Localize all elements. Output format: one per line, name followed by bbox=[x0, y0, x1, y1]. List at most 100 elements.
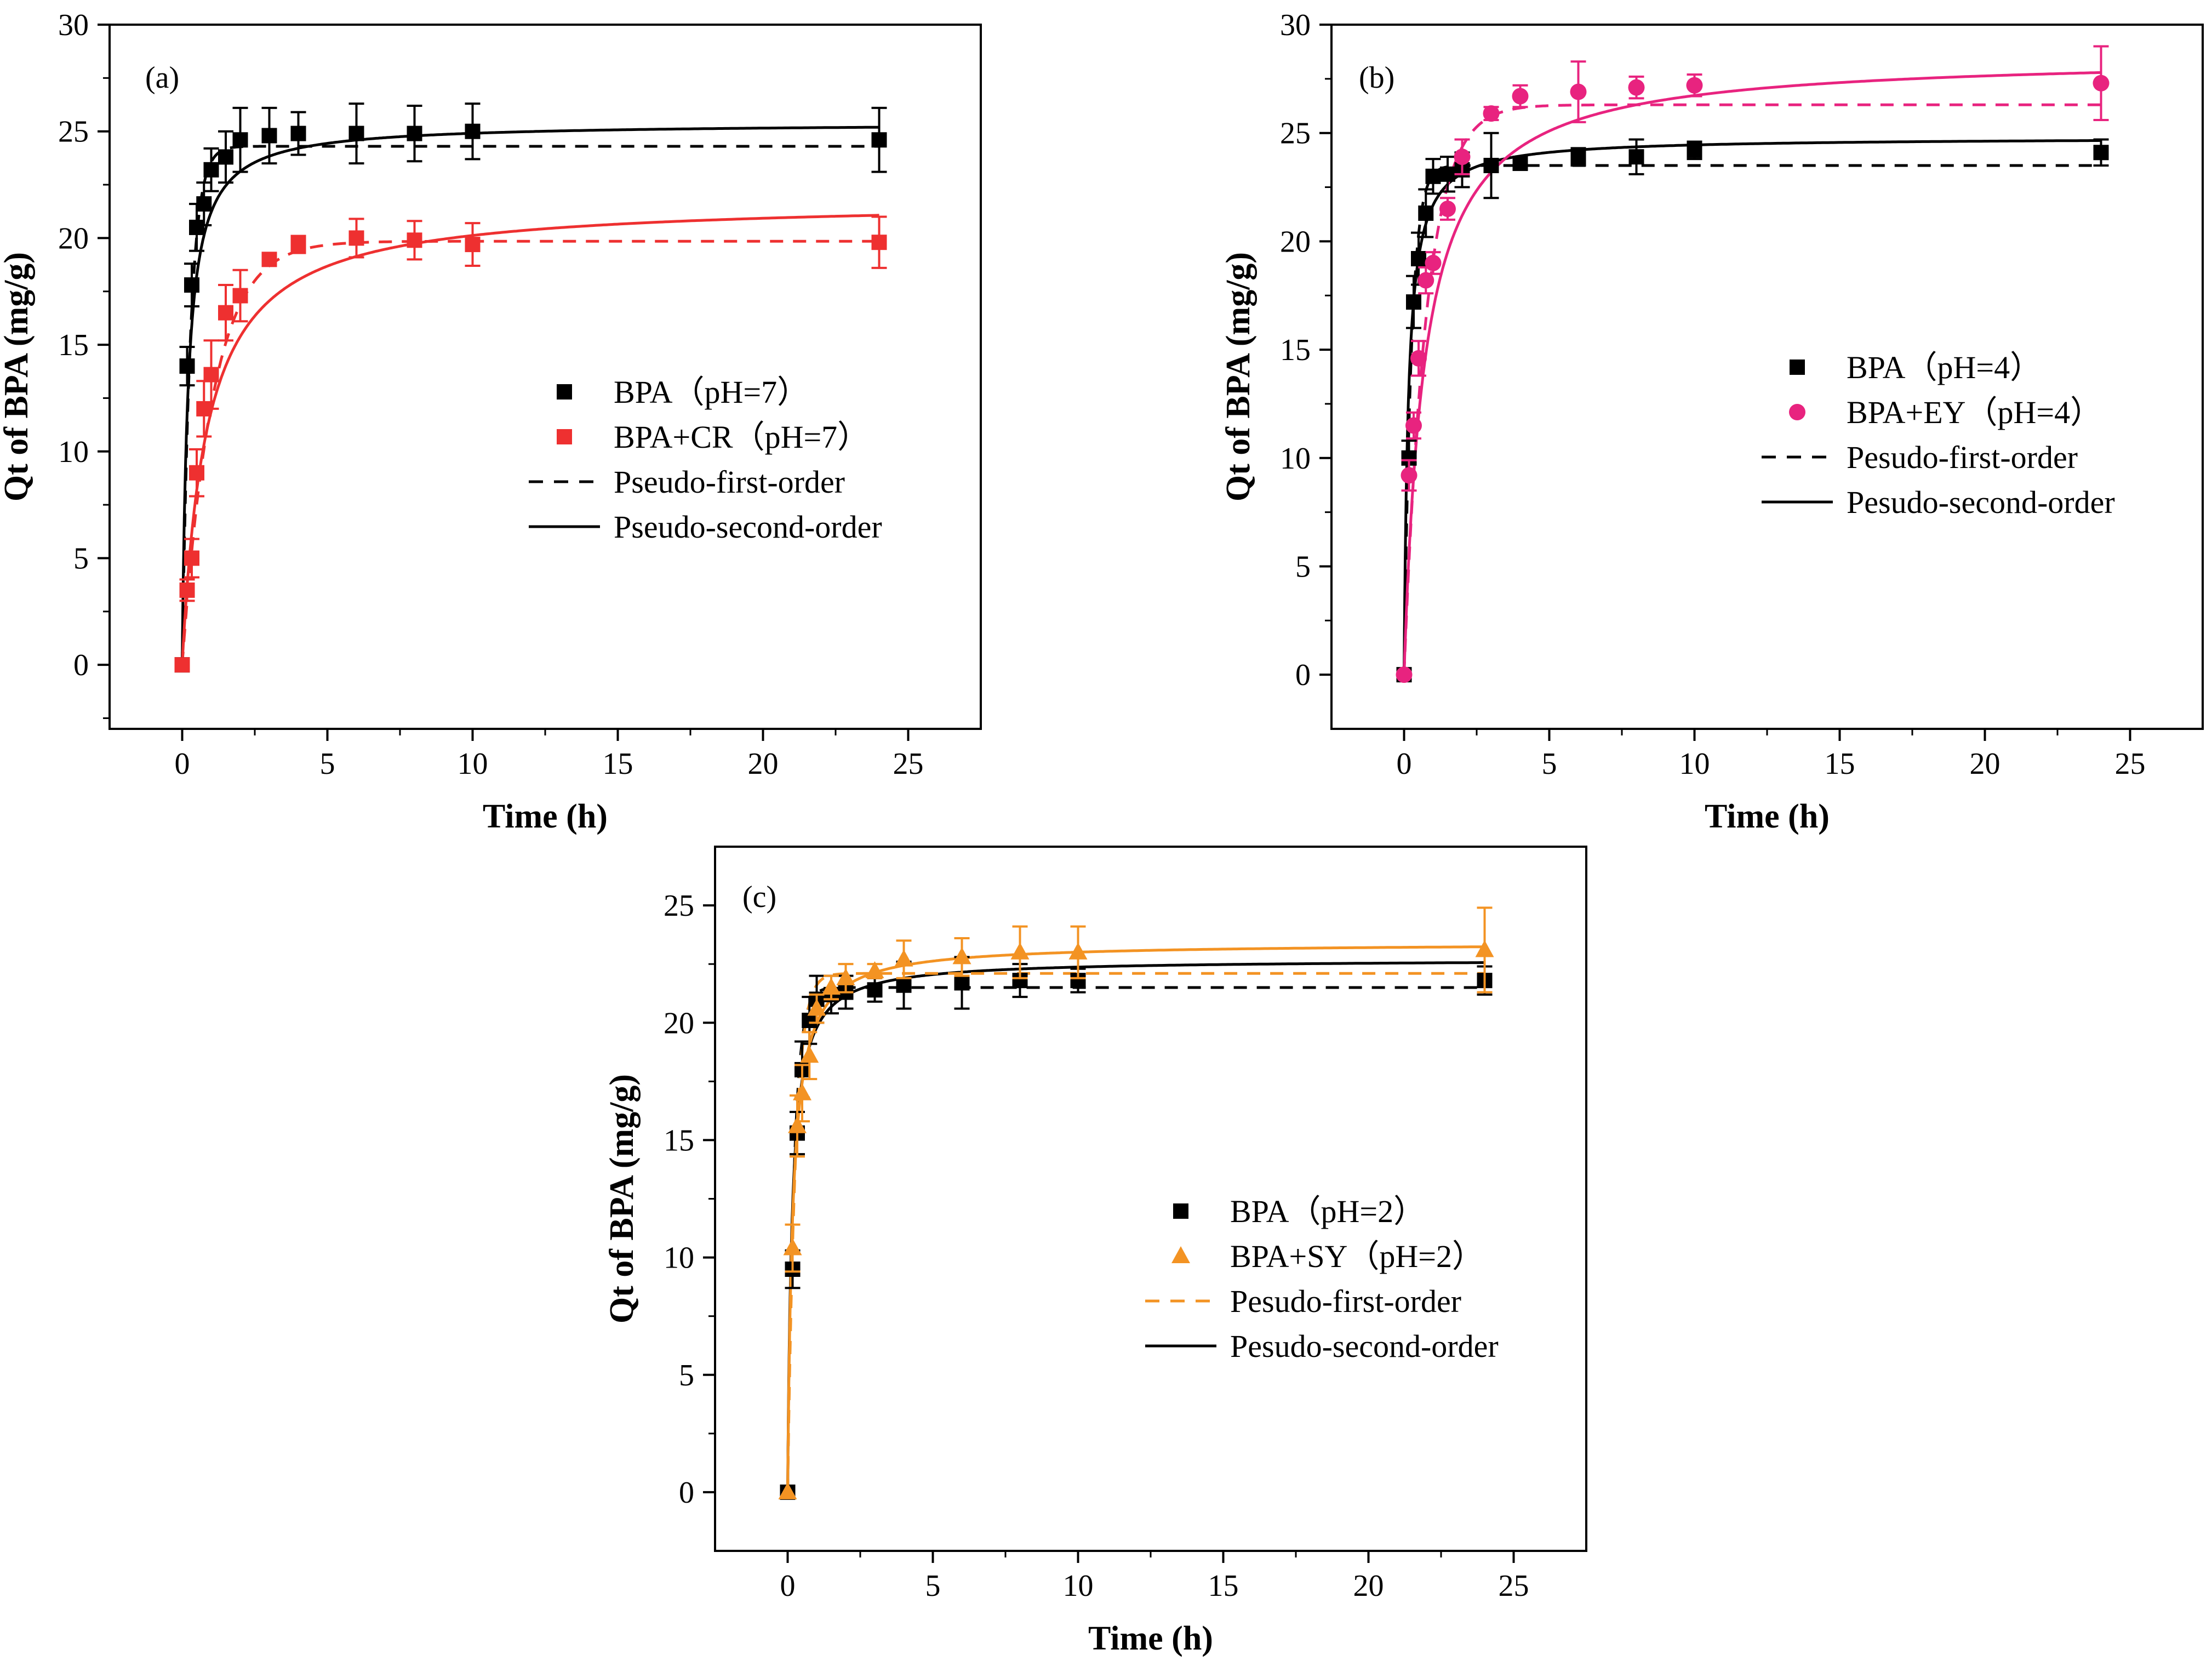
x-axis-title: Time (h) bbox=[1705, 798, 1830, 835]
series-2 bbox=[1396, 45, 2110, 683]
x-tick-label: 0 bbox=[175, 747, 190, 781]
y-tick-label: 25 bbox=[664, 889, 694, 923]
x-tick-label: 0 bbox=[1397, 747, 1412, 781]
y-tick-label: 10 bbox=[58, 435, 89, 469]
data-point bbox=[290, 125, 306, 141]
data-point bbox=[348, 230, 364, 246]
data-point bbox=[184, 277, 199, 293]
data-point bbox=[836, 968, 855, 985]
y-tick-label: 0 bbox=[73, 648, 89, 682]
pseudo-first-order-curve bbox=[786, 972, 1485, 1492]
y-axis-title: Qt of BPA (mg/g) bbox=[603, 1074, 641, 1323]
y-axis-ticks: 0 5 10 15 20 25 30 bbox=[58, 8, 110, 720]
y-tick-label: 20 bbox=[58, 221, 89, 255]
data-point bbox=[261, 252, 277, 267]
data-point bbox=[783, 1238, 802, 1256]
data-point bbox=[787, 1116, 807, 1133]
data-point bbox=[218, 305, 233, 321]
data-point bbox=[203, 162, 219, 178]
data-point bbox=[793, 1083, 811, 1100]
x-axis-title: Time (h) bbox=[483, 798, 608, 835]
data-point bbox=[1010, 942, 1030, 960]
x-tick-label: 10 bbox=[458, 747, 488, 781]
y-tick-label: 20 bbox=[664, 1006, 694, 1040]
y-tick-label: 30 bbox=[58, 8, 89, 42]
data-point bbox=[179, 358, 195, 374]
x-tick-label: 5 bbox=[320, 747, 335, 781]
data-point bbox=[2093, 145, 2109, 161]
x-tick-label: 25 bbox=[893, 747, 924, 781]
series-1 bbox=[174, 102, 887, 673]
data-point bbox=[179, 582, 195, 598]
data-point bbox=[865, 961, 884, 979]
y-axis-ticks: 0 5 10 15 20 25 bbox=[664, 889, 715, 1510]
legend-marker bbox=[557, 429, 572, 444]
data-point bbox=[1425, 254, 1442, 271]
legend-label: Pseudo-second-order bbox=[614, 509, 882, 545]
plot-frame bbox=[714, 846, 1587, 1552]
legend-marker bbox=[1171, 1246, 1190, 1263]
data-point bbox=[1410, 350, 1427, 367]
y-tick-label: 5 bbox=[1295, 550, 1311, 584]
data-point bbox=[871, 235, 887, 250]
legend: BPA（pH=4） BPA+EY（pH=4） Pesudo-first-order P… bbox=[1762, 350, 2115, 520]
data-point bbox=[1425, 168, 1441, 184]
pseudo-first-order-curve bbox=[1403, 103, 2101, 675]
legend-label: Pesudo-second-order bbox=[1847, 484, 2115, 520]
data-point bbox=[1570, 149, 1586, 165]
x-tick-label: 5 bbox=[925, 1569, 941, 1603]
data-point bbox=[1512, 156, 1528, 172]
y-axis-title: Qt of BPA (mg/g) bbox=[0, 252, 35, 501]
data-point bbox=[1418, 205, 1434, 221]
y-tick-label: 15 bbox=[1280, 333, 1311, 367]
x-axis-title: Time (h) bbox=[1088, 1620, 1213, 1657]
y-tick-label: 25 bbox=[1280, 117, 1311, 151]
data-point bbox=[1512, 88, 1529, 105]
data-point bbox=[1439, 201, 1456, 218]
panel-b: 0 5 10 15 20 25 0 5 10 15 20 25 30 Time (h) Qt of BPA … bbox=[1220, 8, 2204, 835]
data-point bbox=[1628, 79, 1645, 96]
data-point bbox=[894, 949, 913, 967]
data-point bbox=[952, 947, 971, 965]
legend-label: BPA（pH=7） bbox=[614, 374, 809, 410]
legend: BPA（pH=7） BPA+CR（pH=7） Pseudo-first-order P… bbox=[529, 374, 882, 545]
data-point bbox=[218, 149, 233, 165]
data-point bbox=[189, 465, 204, 481]
series-2 bbox=[778, 906, 1494, 1499]
x-tick-label: 25 bbox=[2115, 747, 2146, 781]
data-point bbox=[1483, 158, 1499, 173]
data-point bbox=[1628, 149, 1644, 165]
data-point bbox=[1475, 940, 1494, 957]
data-point bbox=[1068, 942, 1088, 960]
data-point bbox=[867, 982, 883, 998]
y-axis-ticks: 0 5 10 15 20 25 30 bbox=[1280, 8, 1331, 692]
data-point bbox=[196, 196, 212, 212]
data-point bbox=[348, 125, 364, 141]
panel-c: 0 5 10 15 20 25 0 5 10 15 20 25 Time (h) Qt of BPA (m… bbox=[603, 846, 1587, 1657]
y-tick-label: 0 bbox=[679, 1476, 694, 1510]
y-tick-label: 10 bbox=[1280, 442, 1311, 476]
x-axis-ticks: 0 5 10 15 20 25 bbox=[175, 729, 924, 781]
legend-label: BPA+EY（pH=4） bbox=[1847, 395, 2102, 430]
x-tick-label: 0 bbox=[780, 1569, 796, 1603]
x-axis-ticks: 0 5 10 15 20 25 bbox=[780, 1551, 1529, 1603]
x-tick-label: 15 bbox=[603, 747, 633, 781]
series-2 bbox=[174, 215, 887, 673]
panel-label: (c) bbox=[742, 880, 776, 914]
x-tick-label: 15 bbox=[1208, 1569, 1239, 1603]
legend-marker bbox=[1790, 359, 1805, 375]
data-point bbox=[174, 657, 190, 673]
x-tick-label: 5 bbox=[1542, 747, 1557, 781]
x-tick-label: 20 bbox=[1970, 747, 2000, 781]
data-point bbox=[896, 977, 912, 993]
x-tick-label: 25 bbox=[1499, 1569, 1529, 1603]
data-point bbox=[1687, 142, 1702, 158]
y-tick-label: 20 bbox=[1280, 225, 1311, 259]
x-tick-label: 20 bbox=[1353, 1569, 1384, 1603]
data-point bbox=[261, 128, 277, 144]
data-point bbox=[1454, 149, 1471, 166]
data-point bbox=[778, 1482, 797, 1499]
data-point bbox=[189, 219, 204, 235]
data-point bbox=[954, 975, 970, 991]
